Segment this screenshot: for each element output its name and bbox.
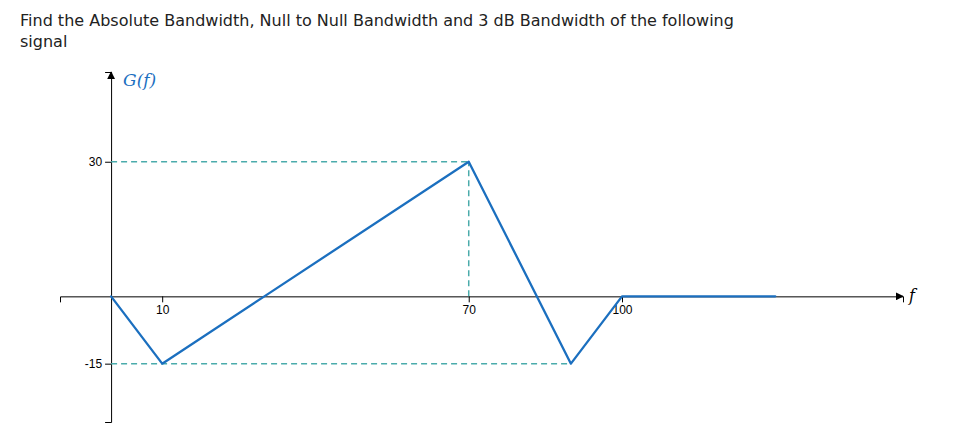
- tick-label: 30: [89, 155, 103, 169]
- tick: 10: [156, 296, 170, 317]
- title: Find the Absolute Bandwidth, Null to Nul…: [20, 11, 734, 51]
- tick: 70: [463, 296, 477, 317]
- signal-line: [111, 162, 775, 364]
- y-arrow: [111, 72, 112, 73]
- y-axis-title: G(f): [123, 70, 156, 90]
- guide-line: [468, 162, 470, 297]
- tick-mark: [469, 296, 470, 302]
- tick-label: 70: [463, 303, 477, 317]
- tick-mark: [105, 364, 111, 365]
- x-axis: 1070100: [61, 296, 904, 317]
- plot: 107010030-15fG(f): [61, 70, 919, 423]
- chart: Find the Absolute Bandwidth, Null to Nul…: [0, 0, 953, 446]
- marks: [111, 162, 775, 364]
- guide-line: [111, 161, 469, 163]
- guide-line: [111, 363, 571, 365]
- tick-mark: [105, 162, 111, 163]
- tick-mark: [162, 296, 163, 302]
- tick-label: 10: [156, 303, 170, 317]
- title-line: signal: [20, 32, 67, 51]
- y-axis: 30 -15: [85, 73, 112, 423]
- tick: 30: [89, 155, 111, 169]
- tick-label: -15: [85, 357, 103, 371]
- title-line: Find the Absolute Bandwidth, Null to Nul…: [20, 11, 734, 30]
- tick: -15: [85, 357, 111, 371]
- x-arrow: [902, 296, 903, 297]
- axis-line: [105, 73, 112, 423]
- axis-line: [61, 297, 904, 303]
- x-axis-title: f: [908, 286, 918, 305]
